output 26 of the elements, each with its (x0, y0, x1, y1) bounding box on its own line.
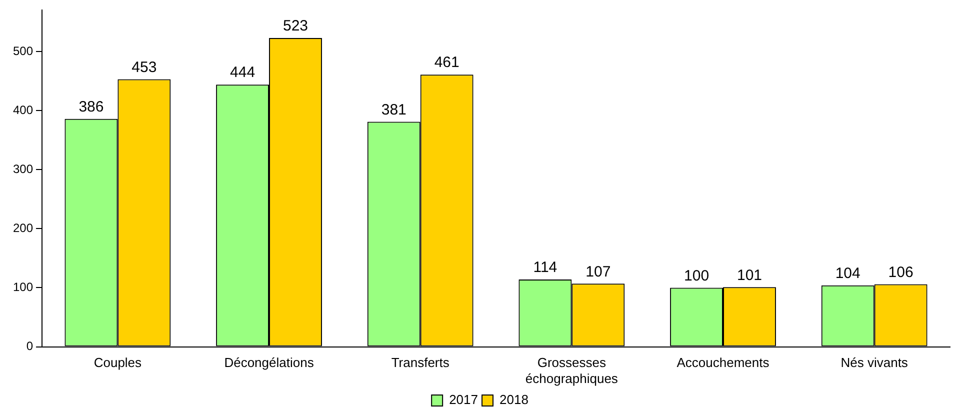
data-label: 453 (132, 58, 157, 76)
x-tick-label: Grossesses échographiques (525, 355, 618, 386)
data-label: 100 (684, 267, 710, 284)
x-tick-label: Couples (94, 355, 142, 370)
data-label: 386 (78, 98, 104, 116)
data-label: 461 (434, 54, 460, 72)
x-tick-label: Transferts (391, 355, 450, 370)
data-label: 106 (888, 264, 914, 281)
data-label: 444 (230, 64, 256, 82)
data-label: 104 (835, 265, 860, 282)
data-label: 381 (381, 101, 406, 118)
data-label: 107 (586, 263, 611, 280)
y-tick-label: 300 (12, 162, 34, 176)
data-label: 114 (533, 259, 558, 276)
y-tick-label: 0 (26, 339, 34, 354)
data-label: 101 (736, 266, 762, 284)
y-tick-label: 100 (12, 280, 34, 294)
legend-label: 2018 (500, 392, 528, 408)
y-tick-label: 400 (12, 102, 34, 117)
data-label: 523 (282, 18, 308, 35)
legend-label: 2017 (449, 392, 478, 408)
y-tick-label: 500 (12, 44, 34, 58)
x-tick-label: Nés vivants (840, 355, 908, 370)
x-tick-label: Accouchements (676, 355, 770, 370)
y-tick-label: 200 (12, 221, 34, 236)
x-tick-label: Décongélations (224, 355, 314, 370)
